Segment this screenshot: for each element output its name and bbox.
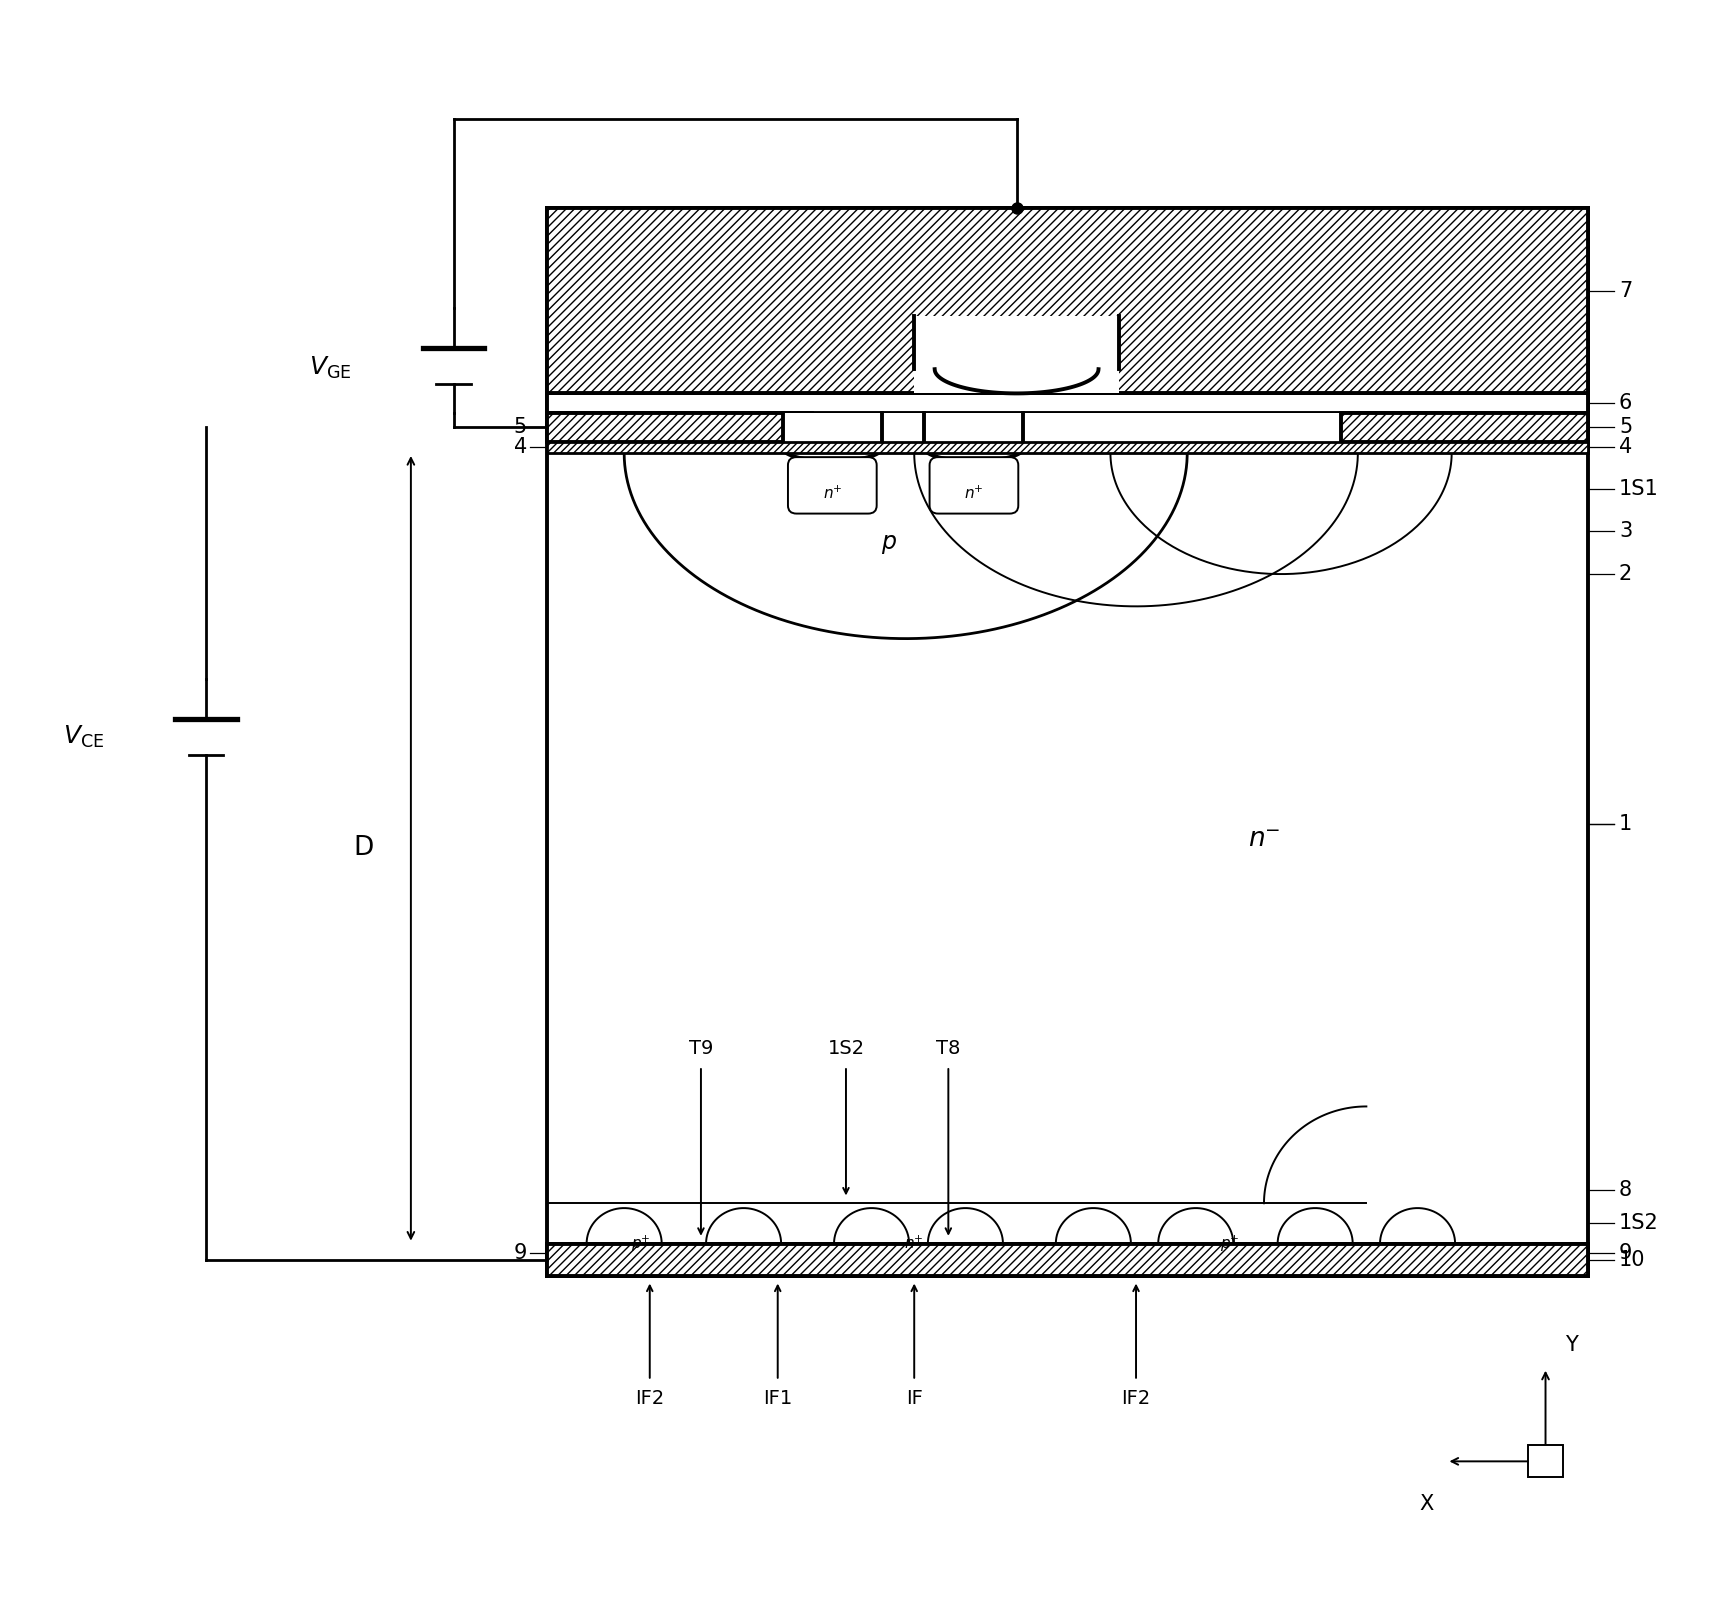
Text: D: D: [354, 835, 373, 861]
Text: 1S1: 1S1: [1618, 478, 1659, 499]
Text: 9: 9: [1618, 1243, 1632, 1264]
Bar: [812, 412, 1342, 441]
Text: 9: 9: [513, 1243, 526, 1264]
Text: n$^{-}$: n$^{-}$: [1248, 827, 1280, 853]
Text: 2: 2: [1618, 564, 1632, 583]
Bar: [547, 208, 1588, 1277]
Text: IF2: IF2: [1121, 1388, 1150, 1408]
Text: $V_{\mathrm{CE}}$: $V_{\mathrm{CE}}$: [63, 724, 104, 750]
Bar: [783, 412, 882, 461]
Text: 4: 4: [1618, 438, 1632, 457]
FancyBboxPatch shape: [788, 457, 877, 514]
FancyBboxPatch shape: [930, 457, 1019, 514]
Text: $V_{\mathrm{GE}}$: $V_{\mathrm{GE}}$: [309, 354, 350, 381]
Bar: [547, 393, 1588, 412]
Text: 10: 10: [1618, 1249, 1646, 1270]
Text: n$^{+}$: n$^{+}$: [904, 1235, 925, 1252]
Text: Y: Y: [1565, 1335, 1577, 1354]
Bar: [1528, 1445, 1562, 1477]
Text: 1S2: 1S2: [1618, 1212, 1659, 1233]
Text: IF2: IF2: [636, 1388, 665, 1408]
Bar: [1119, 317, 1588, 393]
Text: n$^{+}$: n$^{+}$: [822, 485, 843, 503]
Bar: [1342, 412, 1588, 441]
Text: 1S2: 1S2: [827, 1039, 865, 1058]
Bar: [925, 412, 1024, 461]
Text: X: X: [1418, 1493, 1434, 1514]
Bar: [547, 317, 914, 393]
Text: p: p: [882, 530, 896, 554]
Bar: [547, 208, 1588, 393]
Bar: [547, 441, 1588, 452]
Text: 8: 8: [1618, 1180, 1632, 1201]
Text: 5: 5: [1618, 417, 1632, 438]
Text: IF: IF: [906, 1388, 923, 1408]
Text: IF1: IF1: [764, 1388, 793, 1408]
Text: 7: 7: [1618, 281, 1632, 301]
Text: p$^{+}$: p$^{+}$: [631, 1233, 651, 1254]
Text: 5: 5: [514, 417, 526, 438]
Text: 3: 3: [1618, 520, 1632, 540]
Text: p$^{+}$: p$^{+}$: [1220, 1233, 1239, 1254]
Text: n$^{+}$: n$^{+}$: [964, 485, 984, 503]
Text: 4: 4: [514, 438, 526, 457]
Text: 6: 6: [1618, 393, 1632, 414]
Bar: [547, 1244, 1588, 1277]
Text: T8: T8: [937, 1039, 960, 1058]
Bar: [914, 317, 1119, 393]
Bar: [547, 412, 812, 441]
Text: T9: T9: [689, 1039, 713, 1058]
Text: 1: 1: [1618, 814, 1632, 834]
